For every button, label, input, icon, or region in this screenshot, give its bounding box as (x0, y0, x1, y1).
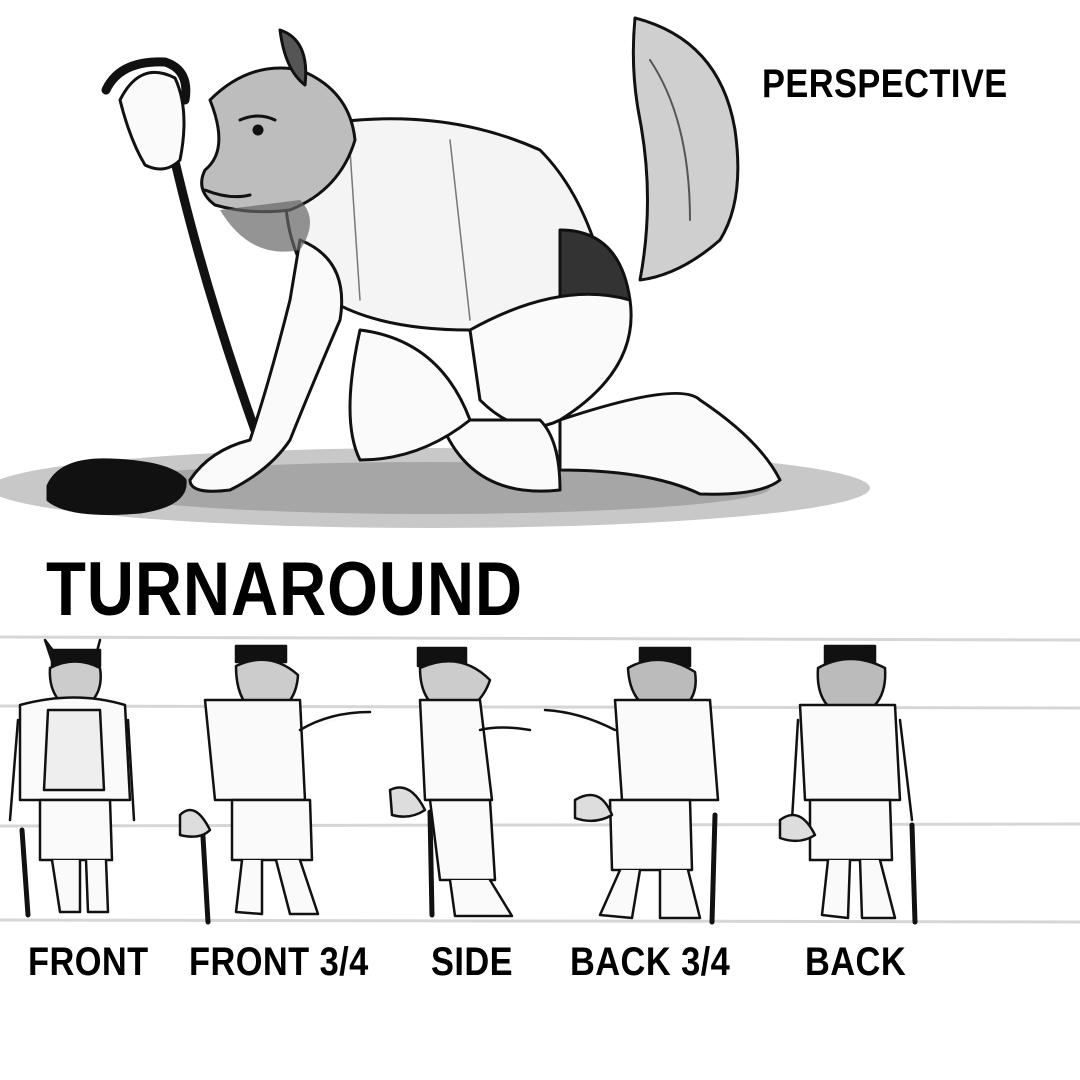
figure-front (8, 638, 136, 918)
turnaround-title: TURNAROUND (46, 547, 523, 632)
view-label-side: SIDE (431, 940, 514, 984)
figure-back-three-quarter (543, 646, 720, 925)
view-label-front-three-quarter: FRONT 3/4 (189, 940, 369, 984)
front-arm (188, 238, 344, 493)
figure-side (388, 646, 532, 918)
perspective-figure (0, 16, 870, 528)
view-label-back-three-quarter: BACK 3/4 (570, 940, 731, 984)
dropped-hat (46, 458, 187, 515)
view-label-back: BACK (805, 940, 907, 984)
tail (631, 16, 740, 282)
figure-back (778, 644, 918, 925)
turnaround-guides (0, 635, 1080, 924)
view-label-front: FRONT (28, 940, 149, 984)
figure-front-three-quarter (178, 644, 372, 925)
perspective-label: PERSPECTIVE (762, 62, 1008, 106)
